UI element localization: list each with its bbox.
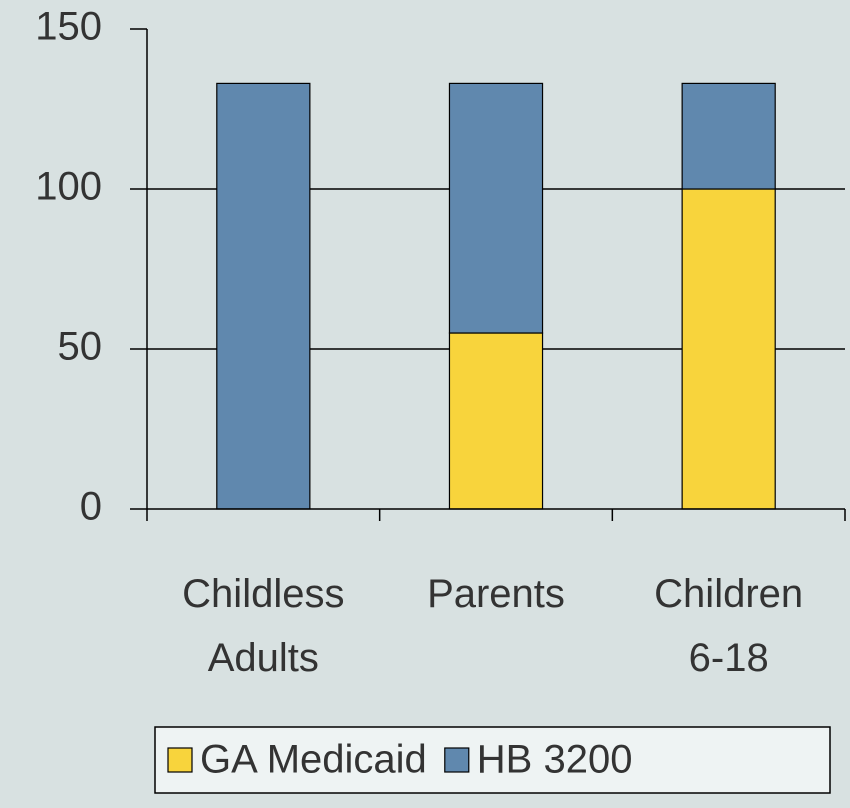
x-tick-label-line: 6-18 [689, 636, 769, 680]
bar [448, 82, 544, 334]
legend-swatch [444, 747, 470, 773]
legend-swatch [167, 747, 193, 773]
bar [681, 82, 776, 190]
bar [681, 188, 776, 510]
bar [216, 82, 311, 510]
y-tick-label: 50 [58, 325, 103, 369]
x-tick-label-line: Adults [208, 636, 319, 680]
x-tick-label: Children 6-18 [654, 572, 803, 680]
x-tick-label: Parents [427, 572, 565, 616]
x-tick-label: Childless Adults [182, 572, 344, 680]
legend-box [154, 726, 831, 794]
legend-label: HB 3200 [477, 738, 633, 782]
y-tick-label: 100 [35, 165, 102, 209]
x-tick-label-line: Parents [427, 572, 565, 616]
y-tick-label: 0 [80, 485, 102, 529]
bar [448, 332, 544, 510]
x-tick-label-line: Children [654, 572, 803, 616]
legend-label: GA Medicaid [200, 738, 427, 782]
x-tick-label-line: Childless [182, 572, 344, 616]
y-tick-label: 150 [35, 5, 102, 49]
